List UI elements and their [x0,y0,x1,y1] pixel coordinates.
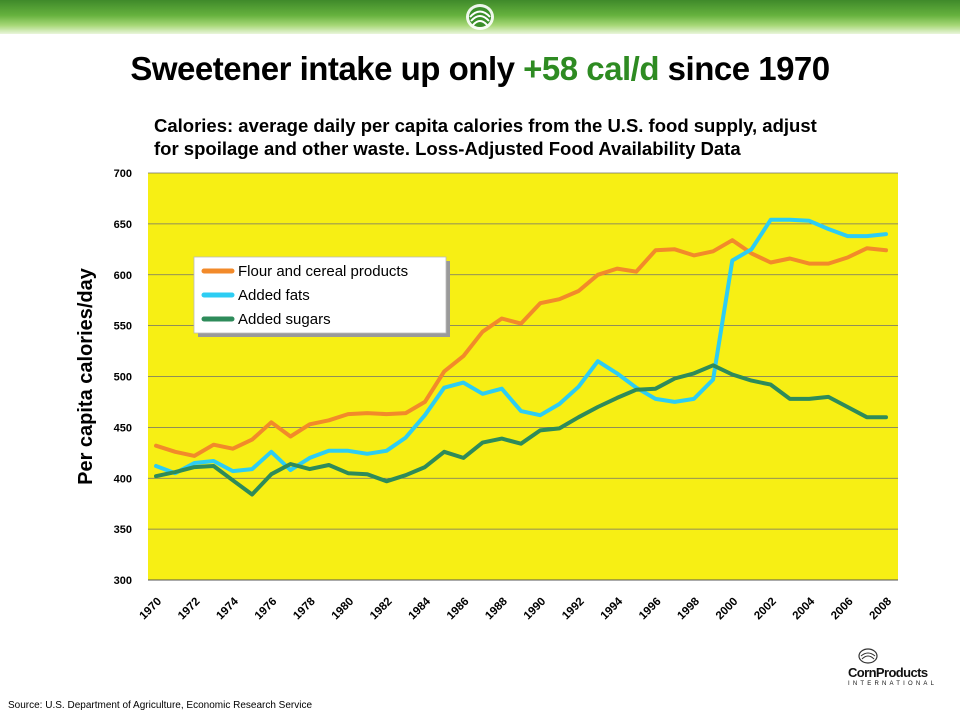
subtitle-line-2: for spoilage and other waste. Loss-Adjus… [154,138,741,159]
x-tick-label: 1986 [445,596,472,623]
y-tick-label: 450 [114,422,132,434]
title-highlight: +58 cal/d [523,50,659,87]
series-line-0 [154,238,888,458]
x-tick-label: 2000 [714,596,741,623]
y-tick-label: 600 [114,270,132,282]
x-tick-label: 1990 [522,596,549,623]
x-tick-label: 1998 [675,595,702,622]
x-tick-label: 1982 [368,596,395,623]
x-tick-label: 2008 [868,595,895,622]
series-line-1 [154,217,888,476]
y-tick-label: 700 [114,168,132,180]
top-banner [0,0,960,34]
brand-subtitle: INTERNATIONAL [848,681,938,687]
subtitle-line-1: Calories: average daily per capita calor… [154,115,817,136]
slide-title: Sweetener intake up only +58 cal/d since… [130,50,830,87]
legend-label-1: Added fats [238,287,310,304]
x-tick-label: 2006 [829,596,856,623]
y-tick-label: 400 [114,473,132,485]
brand-name: CornProducts [848,665,928,680]
legend-label-2: Added sugars [238,311,331,328]
x-tick-label: 1974 [214,595,241,622]
series-line-2 [154,363,888,497]
y-axis-label: Per capita calories/day [75,267,97,485]
corn-logo-icon [466,4,494,30]
x-tick-label: 1996 [637,596,664,623]
y-tick-label: 300 [114,575,132,587]
x-tick-label: 1994 [599,595,626,622]
x-tick-label: 1992 [560,596,587,623]
source-note: Source: U.S. Department of Agriculture, … [8,700,313,711]
chart-subtitle: Calories: average daily per capita calor… [154,114,894,160]
x-tick-label: 2002 [752,596,779,623]
legend-label-0: Flour and cereal products [238,263,408,280]
x-tick-label: 1988 [483,595,510,622]
x-tick-label: 1984 [406,595,433,622]
x-tick-label: 1972 [176,596,203,623]
x-tick-label: 1976 [253,596,280,623]
brand-logo-icon [858,648,878,664]
x-tick-label: 1978 [291,595,318,622]
y-tick-label: 650 [114,219,132,231]
x-tick-label: 1980 [330,596,357,623]
y-tick-label: 500 [114,372,132,384]
legend-box [193,256,447,334]
y-tick-label: 350 [114,524,132,536]
y-tick-label: 550 [114,321,132,333]
x-tick-label: 2004 [791,595,818,622]
x-tick-label: 1970 [138,596,165,623]
